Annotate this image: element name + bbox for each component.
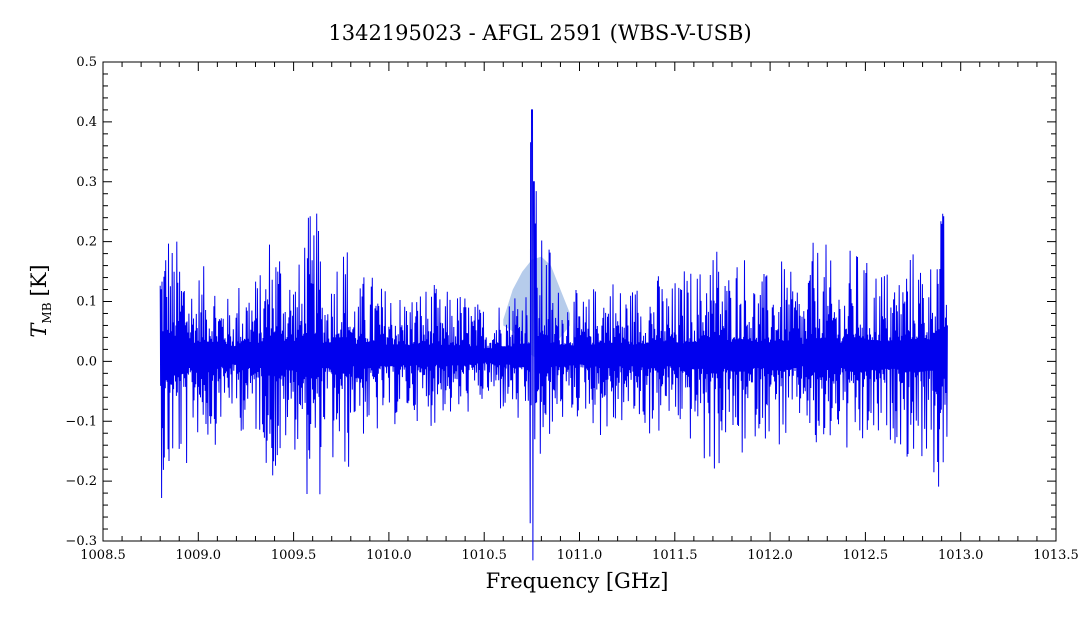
x-tick-label: 1012.0 (747, 548, 793, 563)
y-tick-label: 0.2 (76, 235, 97, 250)
spectrum-series-line (159, 109, 948, 561)
y-tick-label: −0.3 (65, 534, 97, 549)
x-tick-label: 1009.5 (271, 548, 317, 563)
y-tick-label: 0.0 (76, 354, 97, 369)
y-tick-label: 0.5 (76, 55, 97, 70)
y-axis-label-unit: [K] (27, 264, 51, 296)
x-tick-label: 1013.5 (1033, 548, 1079, 563)
y-tick-label: −0.1 (65, 414, 97, 429)
x-tick-label: 1008.5 (80, 548, 126, 563)
x-axis-ticks: 1008.5 1009.0 1009.5 1010.0 1010.5 1011.0 1011… (80, 62, 1079, 563)
x-tick-label: 1011.0 (557, 548, 603, 563)
y-axis-ticks: −0.3 −0.2 −0.1 0.0 0.1 0.2 0.3 0.4 0.5 (65, 55, 1056, 549)
x-axis-label: Frequency [GHz] (486, 569, 669, 593)
x-tick-label: 1012.5 (843, 548, 889, 563)
y-axis-label-sub: MB (40, 302, 54, 323)
x-tick-label: 1013.0 (938, 548, 984, 563)
y-tick-label: 0.1 (76, 295, 97, 310)
y-axis-label: TMB [K] (27, 264, 54, 337)
x-tick-label: 1009.0 (176, 548, 222, 563)
y-axis-label-main: T (27, 322, 51, 338)
x-tick-label: 1011.5 (652, 548, 698, 563)
x-tick-label: 1010.5 (461, 548, 507, 563)
y-tick-label: 0.4 (76, 115, 97, 130)
y-tick-label: 0.3 (76, 175, 97, 190)
chart-title: 1342195023 - AFGL 2591 (WBS-V-USB) (328, 21, 751, 45)
series-layer (159, 109, 948, 561)
y-tick-label: −0.2 (65, 474, 97, 489)
x-tick-label: 1010.0 (366, 548, 412, 563)
